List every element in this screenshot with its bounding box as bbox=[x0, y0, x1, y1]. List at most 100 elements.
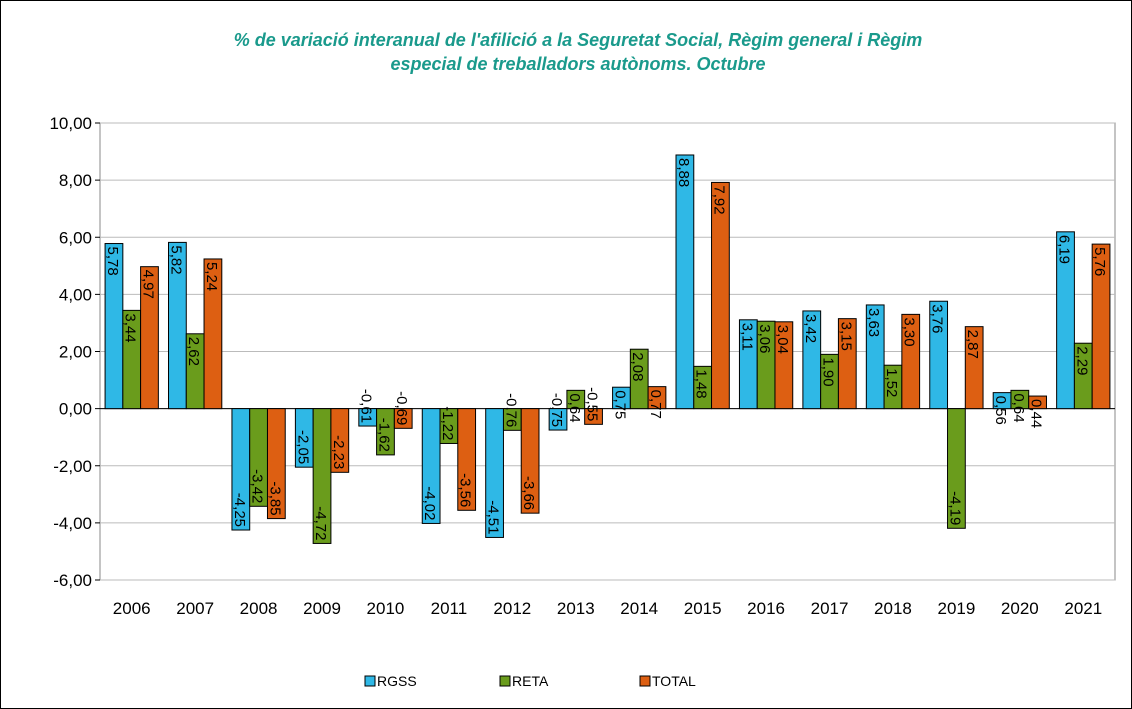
data-label: 5,24 bbox=[203, 262, 220, 291]
data-label: 0,64 bbox=[1010, 393, 1027, 422]
data-label: -0,55 bbox=[584, 387, 601, 421]
bar bbox=[865, 304, 885, 410]
x-tick-label: 2011 bbox=[431, 599, 468, 618]
data-label: -0,75 bbox=[548, 393, 565, 427]
x-tick-label: 2007 bbox=[176, 599, 214, 618]
bar bbox=[837, 318, 857, 410]
data-label: -4,19 bbox=[946, 491, 963, 525]
data-label: 5,78 bbox=[104, 247, 121, 276]
data-label: 3,04 bbox=[774, 325, 791, 354]
data-label: -2,23 bbox=[330, 435, 347, 469]
data-label: 7,92 bbox=[710, 185, 727, 214]
bar bbox=[1091, 243, 1111, 410]
bar bbox=[1028, 395, 1047, 410]
x-tick-label: 2013 bbox=[557, 599, 595, 618]
bar bbox=[421, 408, 441, 524]
bar bbox=[901, 313, 921, 410]
bar bbox=[485, 408, 504, 538]
data-label: 3,30 bbox=[901, 317, 918, 346]
bar bbox=[629, 348, 649, 410]
data-label: -1,62 bbox=[375, 418, 392, 452]
x-tick-label: 2014 bbox=[620, 599, 658, 618]
data-label: 0,77 bbox=[647, 390, 664, 419]
bar bbox=[947, 408, 966, 529]
data-label: 5,76 bbox=[1091, 247, 1108, 276]
data-label: 0,64 bbox=[566, 393, 583, 422]
data-label: -4,02 bbox=[421, 486, 438, 520]
data-label: -3,66 bbox=[520, 476, 537, 510]
bar bbox=[548, 408, 568, 431]
data-label: -3,85 bbox=[266, 481, 283, 515]
bar bbox=[675, 154, 695, 410]
data-label: -3,56 bbox=[457, 473, 474, 507]
x-tick-label: 2017 bbox=[811, 599, 849, 618]
x-tick-label: 2006 bbox=[113, 599, 151, 618]
bar bbox=[168, 241, 187, 410]
data-label: 0,75 bbox=[611, 390, 628, 419]
x-tick-label: 2008 bbox=[240, 599, 278, 618]
data-label: 3,11 bbox=[738, 323, 755, 351]
y-tick-label: 6,00 bbox=[59, 228, 92, 247]
bar bbox=[312, 408, 332, 544]
x-tick-label: 2015 bbox=[684, 599, 722, 618]
x-tick-label: 2016 bbox=[747, 599, 785, 618]
data-label: -0,76 bbox=[502, 393, 519, 427]
y-tick-label: 0,00 bbox=[59, 400, 92, 419]
bar bbox=[774, 321, 794, 410]
legend-label: RETA bbox=[512, 673, 549, 689]
data-label: -4,72 bbox=[312, 506, 329, 540]
data-label: -4,51 bbox=[485, 500, 502, 534]
x-tick-label: 2019 bbox=[937, 599, 975, 618]
bar bbox=[1056, 231, 1075, 410]
y-tick-label: -2,00 bbox=[53, 457, 92, 476]
data-label: 2,29 bbox=[1073, 346, 1090, 375]
chart-title: % de variació interanual de l'afilició a… bbox=[234, 30, 923, 74]
bar bbox=[330, 408, 350, 473]
data-label: -1,22 bbox=[439, 406, 456, 440]
data-label: 2,08 bbox=[629, 352, 646, 381]
data-label: -4,25 bbox=[231, 493, 248, 527]
legend-label: RGSS bbox=[377, 673, 417, 689]
y-tick-label: 8,00 bbox=[59, 171, 92, 190]
data-label: 6,19 bbox=[1056, 235, 1073, 264]
bar bbox=[964, 326, 984, 410]
data-label: 2,62 bbox=[185, 337, 202, 366]
bar bbox=[711, 181, 730, 410]
data-label: 3,44 bbox=[122, 313, 139, 342]
bar bbox=[393, 408, 413, 429]
y-tick-label: -6,00 bbox=[53, 571, 92, 590]
x-tick-label: 2012 bbox=[493, 599, 531, 618]
x-tick-label: 2018 bbox=[874, 599, 912, 618]
x-tick-label: 2010 bbox=[367, 599, 405, 618]
data-label: 4,97 bbox=[139, 270, 156, 299]
data-label: 1,90 bbox=[820, 357, 837, 386]
legend-swatch bbox=[364, 675, 376, 687]
y-tick-label: 4,00 bbox=[59, 285, 92, 304]
y-tick-label: 10,00 bbox=[49, 114, 92, 133]
data-label: 2,87 bbox=[964, 330, 981, 359]
legend-swatch bbox=[499, 675, 511, 687]
data-label: -2,05 bbox=[294, 430, 311, 464]
bar bbox=[457, 408, 477, 511]
x-tick-label: 2021 bbox=[1064, 599, 1102, 618]
bar bbox=[376, 408, 395, 456]
bar bbox=[266, 408, 286, 520]
data-label: -0,61 bbox=[358, 389, 375, 423]
y-tick-label: 2,00 bbox=[59, 343, 92, 362]
data-label: 0,44 bbox=[1028, 399, 1045, 428]
bar bbox=[929, 300, 949, 410]
data-label: 5,82 bbox=[167, 245, 184, 274]
data-label: 3,15 bbox=[837, 322, 854, 351]
data-label: -3,42 bbox=[249, 469, 266, 503]
x-tick-label: 2020 bbox=[1001, 599, 1039, 618]
bar bbox=[140, 266, 159, 410]
legend-label: TOTAL bbox=[652, 673, 696, 689]
data-label: 3,63 bbox=[865, 308, 882, 337]
data-label: 0,56 bbox=[992, 396, 1009, 425]
bar bbox=[203, 258, 223, 410]
y-tick-label: -4,00 bbox=[53, 514, 92, 533]
data-label: 1,48 bbox=[693, 369, 710, 398]
data-label: 1,52 bbox=[883, 368, 900, 397]
